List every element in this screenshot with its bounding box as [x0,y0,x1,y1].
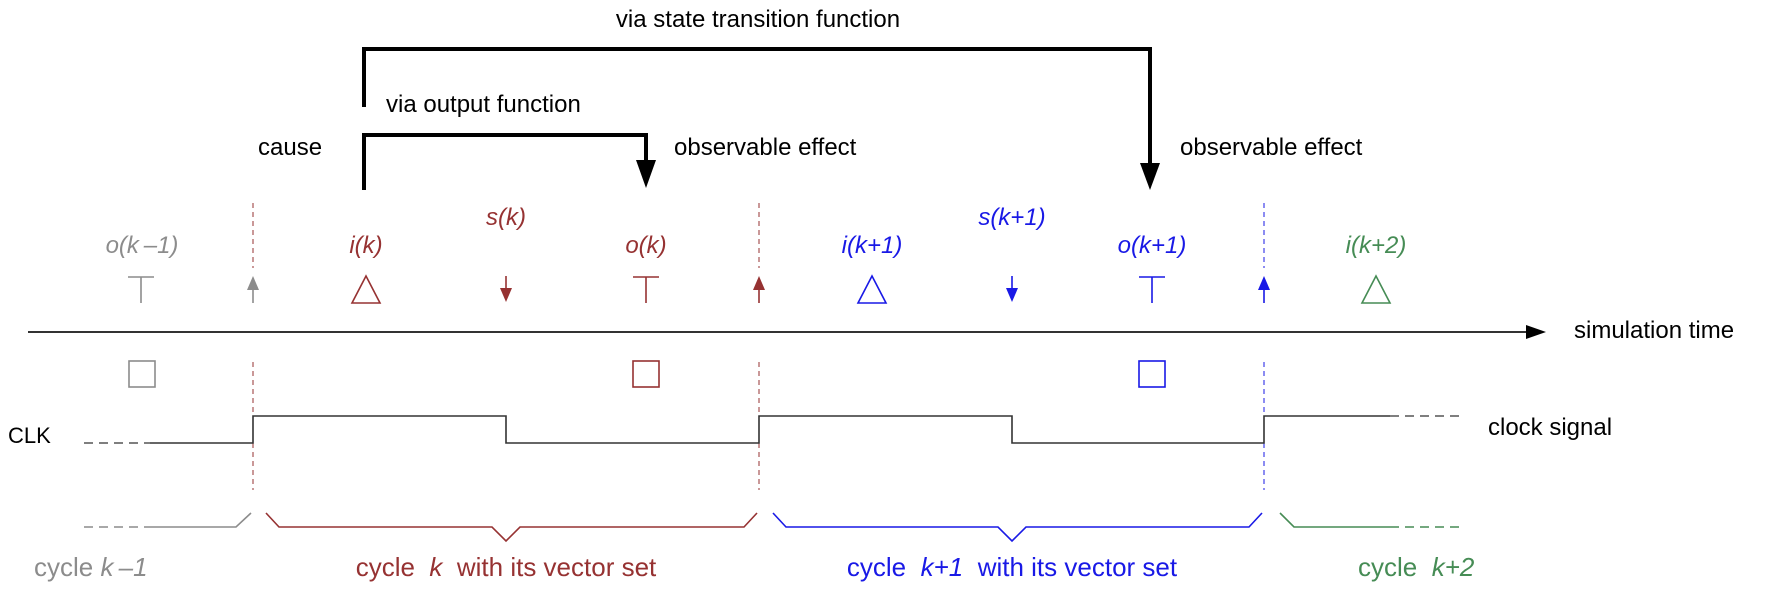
simulation-time-label: simulation time [1574,317,1734,344]
cycle-label-k-plus-1: cycle k+1 with its vector set [847,552,1178,582]
observable-effect-label-1: observable effect [674,134,857,161]
sample-square-icon [1138,360,1166,388]
output-tee-icon [1139,276,1165,303]
clock-edge-up-arrow-icon [753,276,765,303]
clk-label: CLK [8,423,51,448]
event-label-o-k-minus-1: o(k –1) [106,232,179,259]
state-transition-label: via state transition function [616,6,900,33]
input-triangle-icon [350,274,382,304]
event-label-o-k: o(k) [625,232,666,259]
event-label-o-k-plus-1: o(k+1) [1118,232,1187,259]
output-function-label: via output function [386,91,581,118]
observable-effect-label-2: observable effect [1180,134,1363,161]
clock-edge-down-arrow-icon [1006,276,1018,302]
cause-label: cause [258,134,322,161]
sample-square-icon [128,360,156,388]
cycle-brace-k [265,512,758,543]
cycle-brace-k-plus-1 [772,512,1263,543]
cycle-label-k: cycle k with its vector set [356,552,657,582]
cycle-brace-k-plus-2 [1279,512,1460,528]
clock-waveform [84,415,1460,444]
sample-square-icon [632,360,660,388]
event-label-i-k-plus-1: i(k+1) [842,232,903,259]
clock-edge-down-arrow-icon [500,276,512,302]
cycle-brace-k-minus-1 [84,512,252,528]
input-triangle-icon [1360,274,1392,304]
cycle-label-k-minus-1: cycle k –1 [34,552,148,582]
event-label-i-k: i(k) [349,232,382,259]
clock-edge-up-arrow-icon [247,276,259,303]
output-tee-icon [633,276,659,303]
clock-signal-label: clock signal [1488,414,1612,441]
clock-edge-up-arrow-icon [1258,276,1270,303]
simulation-time-axis [28,325,1546,339]
state-transition-arrow [362,47,1160,190]
cycle-label-k-plus-2: cycle k+2 [1358,552,1475,582]
event-label-s-k: s(k) [486,204,526,231]
event-label-s-k-plus-1: s(k+1) [978,204,1045,231]
output-function-arrow [362,133,656,190]
input-triangle-icon [856,274,888,304]
event-label-i-k-plus-2: i(k+2) [1346,232,1407,259]
output-tee-icon [128,276,154,303]
